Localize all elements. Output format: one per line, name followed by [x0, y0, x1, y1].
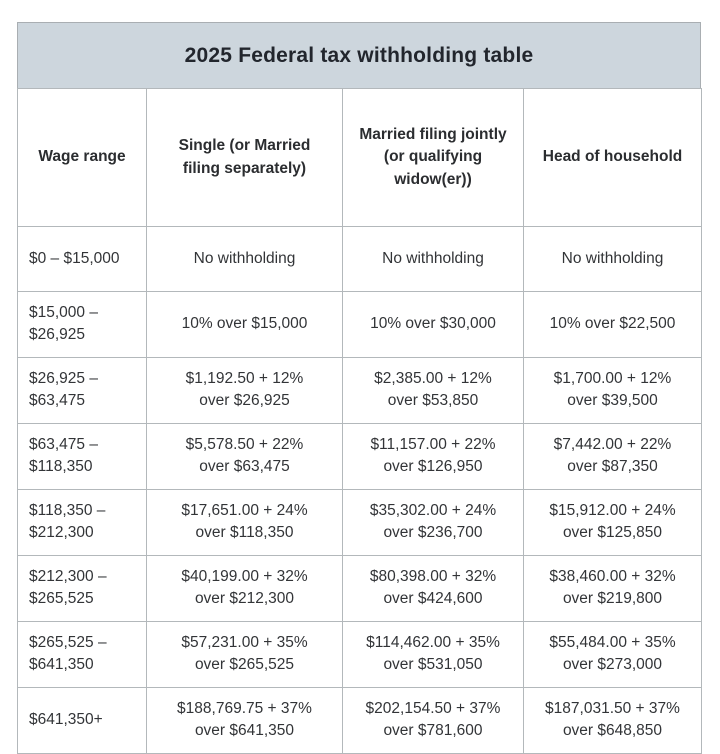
single-cell: $5,578.50 + 22% over $63,475 [146, 422, 343, 490]
wage-range-cell: $15,000 – $26,925 [17, 291, 147, 358]
table-row: $265,525 – $641,350 $57,231.00 + 35% over… [17, 620, 702, 688]
table-row: $26,925 – $63,475 $1,192.50 + 12% over $2… [17, 356, 702, 424]
married-jointly-cell: $35,302.00 + 24% over $236,700 [342, 488, 524, 556]
head-of-household-cell: $38,460.00 + 32% over $219,800 [523, 554, 702, 622]
header-row: Wage range Single (or Married filing sep… [17, 88, 702, 227]
header-single: Single (or Married filing separately) [146, 88, 343, 227]
single-cell: 10% over $15,000 [146, 291, 343, 358]
table-row: $0 – $15,000 No withholding No withholding… [17, 226, 702, 292]
table-row: $15,000 – $26,925 10% over $15,000 10% ove… [17, 291, 702, 358]
married-jointly-cell: $11,157.00 + 22% over $126,950 [342, 422, 524, 490]
table-title: 2025 Federal tax withholding table [17, 22, 701, 88]
wage-range-cell: $0 – $15,000 [17, 226, 147, 292]
single-cell: No withholding [146, 226, 343, 292]
table-row: $212,300 – $265,525 $40,199.00 + 32% over… [17, 554, 702, 622]
head-of-household-cell: $187,031.50 + 37% over $648,850 [523, 686, 702, 754]
header-head-of-household: Head of household [523, 88, 702, 227]
married-jointly-cell: $80,398.00 + 32% over $424,600 [342, 554, 524, 622]
single-cell: $188,769.75 + 37% over $641,350 [146, 686, 343, 754]
header-wage-range: Wage range [17, 88, 147, 227]
wage-range-cell: $63,475 – $118,350 [17, 422, 147, 490]
married-jointly-cell: $2,385.00 + 12% over $53,850 [342, 356, 524, 424]
head-of-household-cell: $1,700.00 + 12% over $39,500 [523, 356, 702, 424]
wage-range-cell: $26,925 – $63,475 [17, 356, 147, 424]
table-row: $118,350 – $212,300 $17,651.00 + 24% over… [17, 488, 702, 556]
tax-withholding-table: 2025 Federal tax withholding table Wage … [17, 22, 702, 754]
married-jointly-cell: $114,462.00 + 35% over $531,050 [342, 620, 524, 688]
table-row: $641,350+ $188,769.75 + 37% over $641,350… [17, 686, 702, 754]
wage-range-cell: $212,300 – $265,525 [17, 554, 147, 622]
tax-table-grid: Wage range Single (or Married filing sep… [17, 88, 702, 754]
single-cell: $1,192.50 + 12% over $26,925 [146, 356, 343, 424]
married-jointly-cell: No withholding [342, 226, 524, 292]
head-of-household-cell: $55,484.00 + 35% over $273,000 [523, 620, 702, 688]
header-married-jointly: Married filing jointly (or qualifying wi… [342, 88, 524, 227]
head-of-household-cell: $15,912.00 + 24% over $125,850 [523, 488, 702, 556]
wage-range-cell: $265,525 – $641,350 [17, 620, 147, 688]
wage-range-cell: $118,350 – $212,300 [17, 488, 147, 556]
table-row: $63,475 – $118,350 $5,578.50 + 22% over $… [17, 422, 702, 490]
head-of-household-cell: $7,442.00 + 22% over $87,350 [523, 422, 702, 490]
single-cell: $17,651.00 + 24% over $118,350 [146, 488, 343, 556]
single-cell: $40,199.00 + 32% over $212,300 [146, 554, 343, 622]
wage-range-cell: $641,350+ [17, 686, 147, 754]
head-of-household-cell: No withholding [523, 226, 702, 292]
table-body: $0 – $15,000 No withholding No withholding… [17, 226, 702, 754]
table-header: Wage range Single (or Married filing sep… [17, 88, 702, 227]
married-jointly-cell: $202,154.50 + 37% over $781,600 [342, 686, 524, 754]
head-of-household-cell: 10% over $22,500 [523, 291, 702, 358]
married-jointly-cell: 10% over $30,000 [342, 291, 524, 358]
single-cell: $57,231.00 + 35% over $265,525 [146, 620, 343, 688]
